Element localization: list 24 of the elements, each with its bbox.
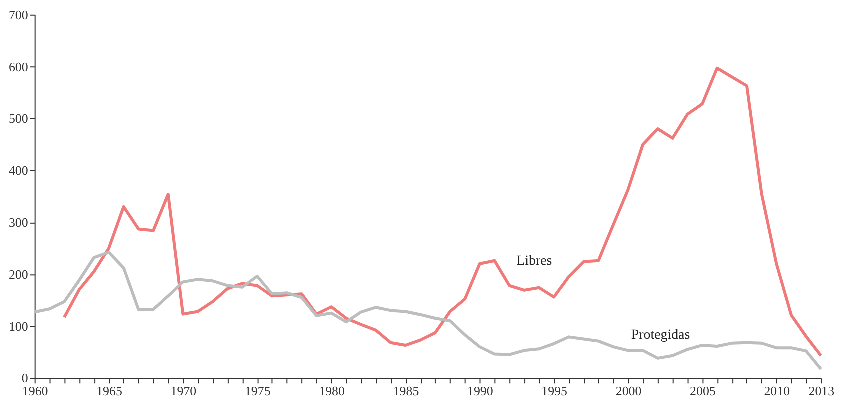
x-tick-label: 2005 xyxy=(690,384,716,399)
y-tick-label: 600 xyxy=(8,59,28,74)
x-tick-label: 1970 xyxy=(170,384,197,399)
y-tick-label: 700 xyxy=(8,7,28,22)
series-label: Libres xyxy=(516,254,552,269)
x-tick-label: 1975 xyxy=(244,384,271,399)
y-tick-label: 500 xyxy=(8,111,28,126)
x-tick-label: 1985 xyxy=(393,384,420,399)
x-tick-label: 1990 xyxy=(468,384,494,399)
y-tick-label: 300 xyxy=(8,214,28,230)
x-tick-label: 2013 xyxy=(808,384,835,399)
y-tick-label: 400 xyxy=(8,163,28,178)
series-label: Protegidas xyxy=(631,328,690,344)
y-tick-label: 0 xyxy=(22,370,28,386)
x-tick-label: 2000 xyxy=(616,384,642,399)
x-tick-label: 2010 xyxy=(764,384,790,399)
y-tick-label: 200 xyxy=(8,266,28,282)
y-tick-label: 100 xyxy=(8,318,28,334)
line-series xyxy=(63,66,823,358)
x-tick-label: 1980 xyxy=(319,384,345,399)
x-tick-label: 1995 xyxy=(542,384,568,399)
x-tick-label: 1965 xyxy=(96,384,122,399)
x-tick-label: 1960 xyxy=(22,384,48,399)
line-series xyxy=(33,251,823,371)
